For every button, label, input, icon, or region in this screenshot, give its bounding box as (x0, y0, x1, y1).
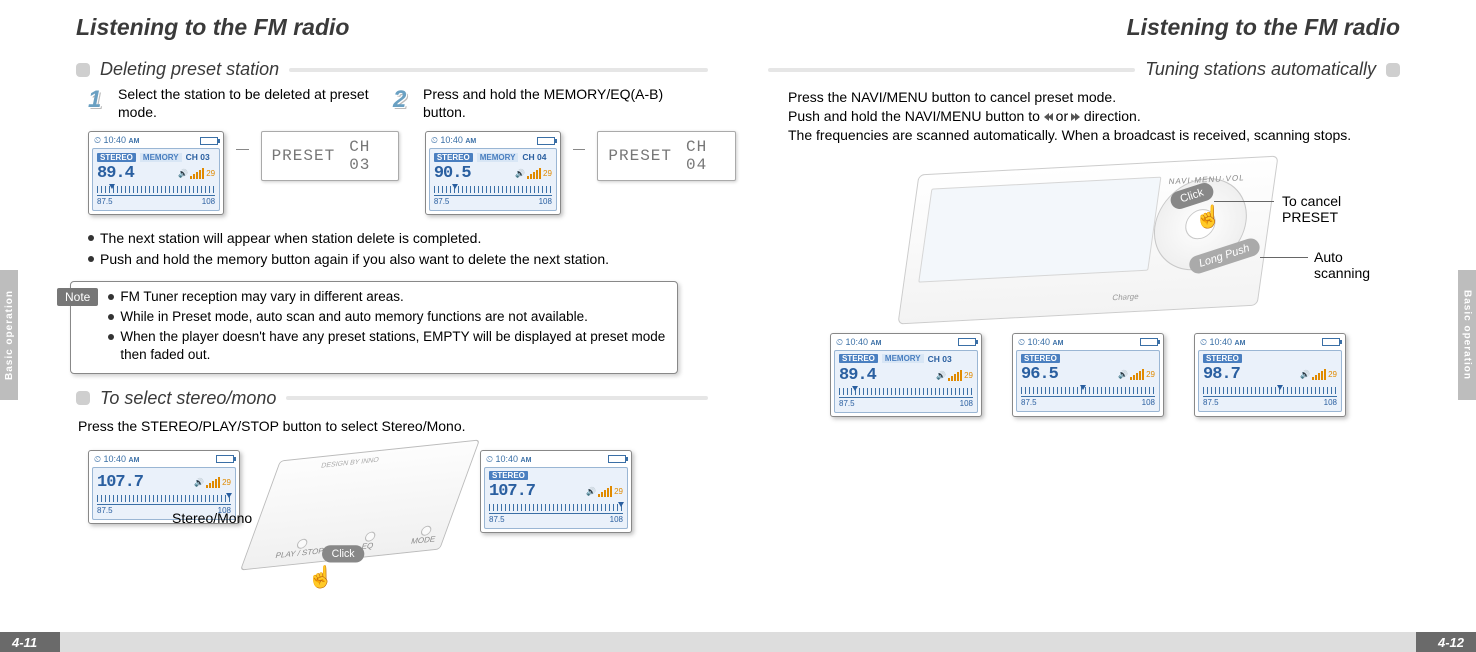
body-line: Push and hold the NAVI/MENU button to or… (788, 107, 1388, 126)
lcd-screen: ⏲ 10:40 AM STEREOMEMORYCH 04 90.5 🔊29 87… (425, 131, 561, 215)
content-stereo: Press the STEREO/PLAY/STOP button to sel… (88, 417, 678, 560)
subsection-title: To select stereo/mono (90, 388, 286, 409)
bullet-list: The next station will appear when statio… (88, 229, 678, 269)
body-text: Press the NAVI/MENU button to cancel pre… (788, 88, 1388, 145)
page-left: Basic operation Listening to the FM radi… (0, 0, 738, 652)
note-tag: Note (57, 288, 98, 306)
bullet-icon (1386, 63, 1400, 77)
lcd-screen: ⏲ 10:40 AM STEREO 107.7 🔊29 87.5108 (480, 450, 632, 533)
bullet-icon (76, 391, 90, 405)
callout-cancel: To cancel PRESET (1282, 193, 1388, 225)
rule (289, 68, 708, 72)
step-1: 1 Select the station to be deleted at pr… (88, 86, 373, 121)
steps-row: 1 Select the station to be deleted at pr… (88, 86, 678, 121)
preset-text: PRESET (272, 147, 336, 165)
lcd-screen: ⏲ 10:40 AM STEREO 96.5 🔊29 87.5108 (1012, 333, 1164, 417)
rule (286, 396, 708, 400)
step-number: 2 (393, 86, 415, 121)
footer-bar-left: 4-11 (0, 632, 738, 652)
side-tab-left: Basic operation (0, 270, 18, 400)
page-number: 4-11 (0, 635, 49, 650)
page-title-right: Listening to the FM radio (768, 14, 1400, 41)
preset-display: PRESET CH 04 (597, 131, 735, 181)
bullet-icon (88, 235, 94, 241)
note-text: FM Tuner reception may vary in different… (120, 288, 403, 306)
lcd-row-1: ⏲ 10:40 AM STEREOMEMORYCH 03 89.4 🔊29 87… (88, 131, 678, 215)
callout-line (1214, 201, 1274, 202)
step-2: 2 Press and hold the MEMORY/EQ(A-B) butt… (393, 86, 678, 121)
device-screen (918, 176, 1161, 282)
note-bullet-list: FM Tuner reception may vary in different… (108, 288, 667, 367)
bullet-icon (108, 334, 114, 340)
lcd-screen: ⏲ 10:40 AM STEREO 98.7 🔊29 87.5108 (1194, 333, 1346, 417)
rewind-icon (1044, 113, 1052, 121)
callout-line (1260, 257, 1308, 258)
bullet-text: Push and hold the memory button again if… (100, 250, 609, 269)
preset-ch: CH 03 (349, 138, 388, 174)
note-text: While in Preset mode, auto scan and auto… (120, 308, 588, 326)
stereo-mono-label: Stereo/Mono (172, 510, 252, 526)
stereo-illustration-row: ⏲ 10:40 AM 107.7 🔊29 87.5108 Stereo/Mono… (88, 450, 678, 560)
rule (768, 68, 1135, 72)
side-tab-right: Basic operation (1458, 270, 1476, 400)
bullet-text: The next station will appear when statio… (100, 229, 481, 248)
forward-icon (1072, 113, 1080, 121)
note-text: When the player doesn't have any preset … (120, 328, 667, 364)
bullet-icon (108, 314, 114, 320)
subsection-tuning: Tuning stations automatically (768, 59, 1400, 80)
callout-auto: Auto scanning (1314, 249, 1388, 281)
bullet-icon (88, 256, 94, 262)
step-text: Select the station to be deleted at pres… (118, 86, 373, 121)
body-line: Press the NAVI/MENU button to cancel pre… (788, 88, 1388, 107)
step-text: Press and hold the MEMORY/EQ(A-B) button… (423, 86, 678, 121)
page-title-left: Listening to the FM radio (76, 14, 708, 41)
device-illustration: DESIGN BY INNO PLAY / STOP EQ MODE Click… (240, 439, 480, 570)
body-line: The frequencies are scanned automaticall… (788, 126, 1388, 145)
subsection-title: Tuning stations automatically (1135, 59, 1386, 80)
device-area: NAVI·MENU·VOL Charge ☝ Click To cancel P… (788, 165, 1388, 315)
page-right: Basic operation Listening to the FM radi… (738, 0, 1476, 652)
lcd-row-3: ⏲ 10:40 AM STEREOMEMORYCH 03 89.4 🔊29 87… (788, 333, 1388, 417)
brand-text: DESIGN BY INNO (320, 456, 379, 469)
lcd-screen: ⏲ 10:40 AM STEREOMEMORYCH 03 89.4 🔊29 87… (88, 131, 224, 215)
step-number: 1 (88, 86, 110, 121)
preset-text: PRESET (608, 147, 672, 165)
page-number: 4-12 (1426, 635, 1476, 650)
body-text: Press the STEREO/PLAY/STOP button to sel… (78, 417, 678, 436)
footer-bar-right: 4-12 (738, 632, 1476, 652)
device-illustration: NAVI·MENU·VOL Charge ☝ (897, 155, 1278, 324)
preset-display: PRESET CH 03 (261, 131, 399, 181)
subsection-stereo: To select stereo/mono (76, 388, 708, 409)
bullet-icon (76, 63, 90, 77)
click-badge: Click (322, 545, 364, 562)
subsection-deleting: Deleting preset station (76, 59, 708, 80)
preset-ch: CH 04 (686, 138, 725, 174)
bullet-icon (108, 294, 114, 300)
subsection-title: Deleting preset station (90, 59, 289, 80)
hand-icon: ☝ (1194, 204, 1221, 230)
content-left: 1 Select the station to be deleted at pr… (88, 86, 678, 269)
hand-icon: ☝ (308, 564, 334, 589)
content-right: Press the NAVI/MENU button to cancel pre… (788, 88, 1388, 417)
note-box: Note FM Tuner reception may vary in diff… (70, 281, 678, 374)
lcd-screen: ⏲ 10:40 AM STEREOMEMORYCH 03 89.4 🔊29 87… (830, 333, 982, 417)
charge-label: Charge (1112, 292, 1140, 302)
